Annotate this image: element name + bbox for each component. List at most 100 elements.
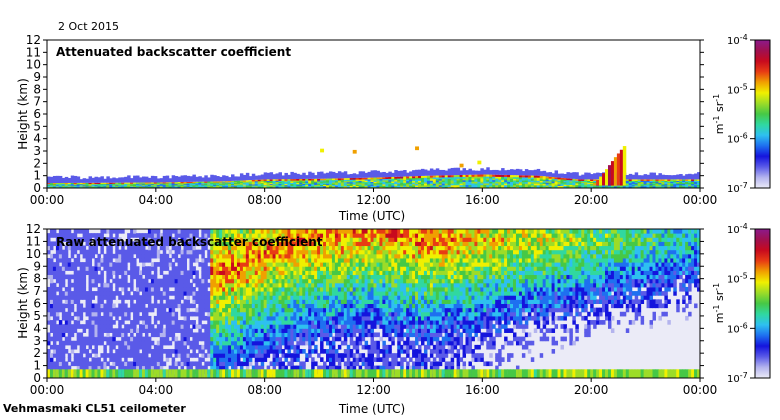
heatmap-cell xyxy=(441,184,446,187)
heatmap-cell xyxy=(109,270,113,276)
heatmap-cell xyxy=(631,184,636,187)
heatmap-cell xyxy=(183,369,188,378)
heatmap-cell xyxy=(82,184,87,186)
heatmap-cell xyxy=(495,174,499,177)
heatmap-cell xyxy=(127,175,131,183)
heatmap-cell xyxy=(397,179,401,182)
heatmap-cell xyxy=(661,182,665,185)
heatmap-cell xyxy=(284,291,288,296)
heatmap-cell xyxy=(634,182,639,185)
heatmap-cell xyxy=(658,181,662,184)
heatmap-cell xyxy=(183,344,188,350)
heatmap-cell xyxy=(67,315,72,321)
heatmap-cell xyxy=(281,295,285,300)
heatmap-cell xyxy=(121,177,125,183)
heatmap-cell xyxy=(587,172,591,180)
heatmap-cell xyxy=(100,328,104,333)
heatmap-cell xyxy=(266,266,271,271)
heatmap-cell xyxy=(231,233,235,238)
heatmap-cell xyxy=(331,178,336,181)
heatmap-cell xyxy=(222,340,226,346)
heatmap-cell xyxy=(192,361,196,367)
heatmap-cell xyxy=(216,266,220,271)
heatmap-cell xyxy=(296,182,300,185)
heatmap-cell xyxy=(462,176,467,179)
heatmap-cell xyxy=(136,266,140,271)
heatmap-cell xyxy=(147,340,152,346)
heatmap-cell xyxy=(150,237,155,242)
heatmap-cell xyxy=(127,185,131,188)
heatmap-cell xyxy=(186,369,190,378)
heatmap-cell xyxy=(222,320,226,325)
heatmap-cell xyxy=(320,148,325,153)
heatmap-cell xyxy=(195,249,199,255)
heatmap-cell xyxy=(189,282,193,288)
heatmap-cell xyxy=(290,182,294,185)
heatmap-cell xyxy=(225,311,229,317)
heatmap-cell xyxy=(103,303,107,309)
heatmap-cell xyxy=(242,184,247,186)
heatmap-cell xyxy=(679,185,683,188)
heatmap-cell xyxy=(254,344,259,350)
heatmap-cell xyxy=(94,357,98,362)
heatmap-cell xyxy=(278,336,282,342)
heatmap-cell xyxy=(278,344,282,350)
heatmap-cell xyxy=(513,184,517,187)
heatmap-cell xyxy=(49,183,54,185)
heatmap-cell xyxy=(225,336,229,342)
heatmap-cell xyxy=(578,181,582,184)
heatmap-cell xyxy=(278,291,282,296)
heatmap-cell xyxy=(281,182,285,185)
heatmap-cell xyxy=(162,257,167,263)
heatmap-cell xyxy=(47,241,51,247)
heatmap-cell xyxy=(97,357,101,362)
heatmap-cell xyxy=(302,328,306,333)
heatmap-cell xyxy=(91,320,95,325)
heatmap-cell xyxy=(168,332,173,338)
heatmap-cell xyxy=(192,185,196,187)
heatmap-cell xyxy=(299,307,303,313)
heatmap-cell xyxy=(97,365,101,371)
heatmap-cell xyxy=(225,369,229,378)
heatmap-cell xyxy=(596,179,600,186)
heatmap-cell xyxy=(219,336,223,342)
heatmap-cell xyxy=(328,178,333,181)
heatmap-cell xyxy=(121,278,125,284)
heatmap-cell xyxy=(103,185,107,187)
heatmap-cell xyxy=(263,179,268,181)
heatmap-cell xyxy=(207,303,211,309)
heatmap-cell xyxy=(147,183,152,185)
heatmap-cell xyxy=(613,184,618,187)
heatmap-cell xyxy=(136,278,140,284)
heatmap-cell xyxy=(156,328,161,333)
heatmap-cell xyxy=(676,181,680,184)
heatmap-cell xyxy=(97,361,101,367)
heatmap-cell xyxy=(207,183,211,185)
heatmap-cell xyxy=(302,361,306,367)
heatmap-cell xyxy=(130,353,134,358)
heatmap-cell xyxy=(299,178,303,181)
heatmap-cell xyxy=(248,315,253,321)
heatmap-cell xyxy=(82,266,87,271)
heatmap-cell xyxy=(584,172,588,180)
heatmap-cell xyxy=(201,181,205,183)
heatmap-cell xyxy=(70,182,75,185)
heatmap-cell xyxy=(400,183,404,186)
heatmap-cell xyxy=(228,249,232,255)
heatmap-cell xyxy=(305,249,309,255)
heatmap-cell xyxy=(367,184,372,186)
heatmap-cell xyxy=(64,257,69,263)
heatmap-cell xyxy=(554,181,559,184)
heatmap-cell xyxy=(340,183,345,185)
heatmap-cell xyxy=(655,181,659,184)
heatmap-cell xyxy=(536,181,541,184)
heatmap-cell xyxy=(141,282,146,288)
heatmap-cell xyxy=(174,303,179,309)
heatmap-cell xyxy=(115,286,119,292)
heatmap-cell xyxy=(299,184,303,187)
heatmap-cell xyxy=(85,184,90,186)
heatmap-cell xyxy=(308,307,312,313)
heatmap-cell xyxy=(47,237,51,242)
heatmap-cell xyxy=(281,332,285,338)
heatmap-cell xyxy=(299,291,303,296)
